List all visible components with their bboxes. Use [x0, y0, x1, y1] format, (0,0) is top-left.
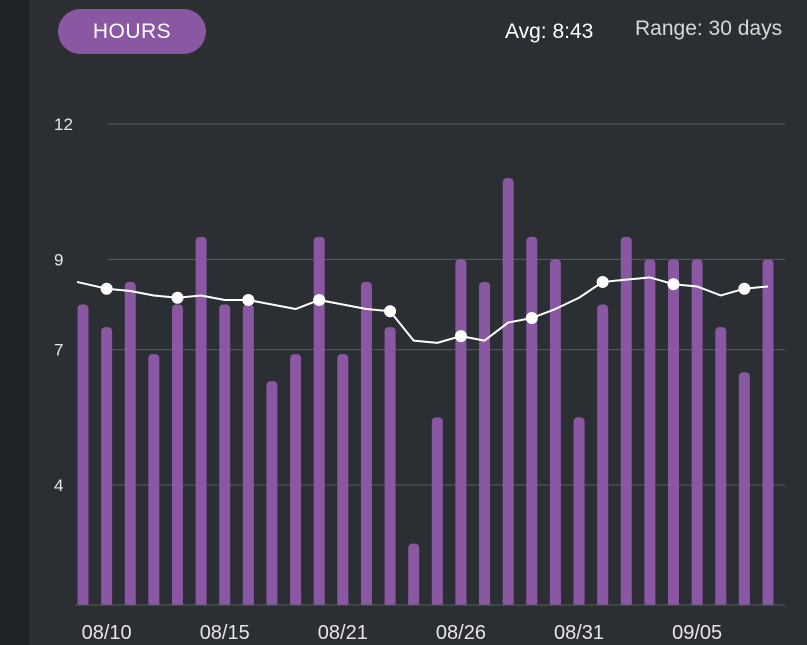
trend-point	[242, 293, 255, 306]
average-line	[76, 275, 769, 344]
bar	[526, 236, 538, 605]
trend-point	[738, 282, 751, 295]
bar-base	[549, 599, 561, 605]
trend-point	[384, 305, 397, 318]
bar	[502, 178, 514, 605]
bar-base	[360, 599, 372, 605]
bar-base	[620, 599, 632, 605]
bar	[101, 327, 113, 605]
bar-base	[77, 599, 89, 605]
bar	[597, 304, 609, 605]
bar	[455, 259, 467, 605]
hours-mode-button[interactable]: HOURS	[58, 9, 206, 54]
bar-base	[715, 599, 727, 605]
y-tick-label: 7	[54, 341, 63, 360]
x-axis-labels: 08/10 08/15 08/21 08/26 08/31 09/05	[82, 622, 723, 644]
bar	[549, 259, 561, 605]
bar-base	[290, 599, 302, 605]
bar-base	[738, 599, 750, 605]
y-axis-labels: 4 7 9 12	[54, 115, 73, 495]
bar	[266, 381, 278, 605]
bar	[408, 543, 420, 605]
bar	[573, 417, 585, 605]
trend-point	[667, 278, 680, 291]
bar	[691, 259, 703, 605]
bar	[384, 327, 396, 605]
bar-base	[219, 599, 231, 605]
bar	[148, 354, 160, 605]
bar	[313, 236, 325, 605]
x-tick-label: 08/10	[82, 622, 132, 644]
bar-base	[148, 599, 160, 605]
average-readout: Avg: 8:43	[505, 20, 594, 43]
trend-point	[596, 275, 609, 288]
bar-base	[597, 599, 609, 605]
bar-base	[124, 599, 136, 605]
trend-point	[454, 330, 467, 343]
bar	[290, 354, 302, 605]
bar	[738, 372, 750, 605]
bar-base	[242, 599, 254, 605]
bar-base	[455, 599, 467, 605]
bar	[242, 304, 254, 605]
bar-base	[573, 599, 585, 605]
bar-base	[195, 599, 207, 605]
bar-base	[384, 599, 396, 605]
trend-point	[100, 282, 113, 295]
trend-point	[171, 291, 184, 304]
bar	[644, 259, 656, 605]
bar	[124, 281, 136, 605]
bar	[668, 259, 680, 605]
trend-point	[313, 293, 326, 306]
trend-point	[525, 312, 538, 325]
bar	[431, 417, 443, 605]
bars	[77, 178, 774, 605]
bar	[195, 236, 207, 605]
bar	[337, 354, 349, 605]
bar	[715, 327, 727, 605]
bar-base	[762, 599, 774, 605]
bar-base	[668, 599, 680, 605]
bar-base	[691, 599, 703, 605]
x-tick-label: 09/05	[672, 622, 722, 644]
bar-base	[479, 599, 491, 605]
bar-base	[408, 599, 420, 605]
bar-base	[313, 599, 325, 605]
y-tick-label: 9	[54, 250, 63, 269]
bar	[360, 281, 372, 605]
y-tick-label: 12	[54, 115, 73, 134]
bar	[762, 259, 774, 605]
x-tick-label: 08/31	[554, 622, 604, 644]
range-selector[interactable]: Range: 30 days	[635, 17, 783, 40]
bar-base	[502, 599, 514, 605]
x-tick-label: 08/21	[318, 622, 368, 644]
x-tick-label: 08/26	[436, 622, 486, 644]
left-edge-panel	[0, 0, 29, 645]
bar	[171, 304, 183, 605]
bar-base	[101, 599, 113, 605]
grid-lines	[108, 123, 785, 486]
bar-base	[171, 599, 183, 605]
y-tick-label: 4	[54, 476, 63, 495]
bar	[479, 281, 491, 605]
bar-base	[526, 599, 538, 605]
x-tick-label: 08/15	[200, 622, 250, 644]
bar-base	[431, 599, 443, 605]
bar	[620, 236, 632, 605]
trend-line	[76, 276, 769, 344]
bar-base	[644, 599, 656, 605]
bar-base	[337, 599, 349, 605]
bar	[77, 304, 89, 605]
bar-base	[266, 599, 278, 605]
bar	[219, 304, 231, 605]
